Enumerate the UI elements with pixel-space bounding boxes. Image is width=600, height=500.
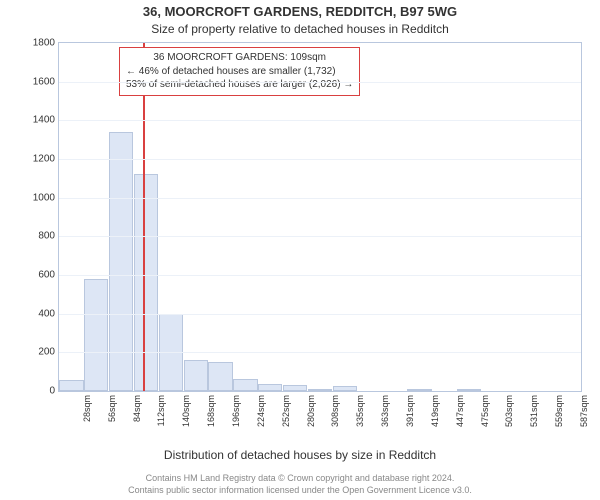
histogram-bar — [333, 386, 357, 391]
grid-line — [59, 352, 581, 353]
grid-line — [59, 159, 581, 160]
histogram-bar — [308, 389, 332, 391]
grid-line — [59, 236, 581, 237]
histogram-bar — [258, 384, 282, 391]
histogram-bar — [84, 279, 108, 391]
callout-line-2: ← 46% of detached houses are smaller (1,… — [126, 65, 353, 79]
x-tick-label: 503sqm — [504, 395, 514, 427]
grid-line — [59, 198, 581, 199]
histogram-bar — [59, 380, 83, 391]
x-tick-label: 28sqm — [82, 395, 92, 422]
y-tick-label: 1200 — [33, 154, 55, 165]
chart-container: { "header": { "title": "36, MOORCROFT GA… — [0, 0, 600, 500]
x-tick-label: 280sqm — [306, 395, 316, 427]
y-tick-label: 600 — [38, 270, 55, 281]
y-tick-label: 800 — [38, 231, 55, 242]
x-tick-label: 84sqm — [132, 395, 142, 422]
plot-area: 36 MOORCROFT GARDENS: 109sqm ← 46% of de… — [58, 42, 582, 392]
y-tick-label: 1800 — [33, 38, 55, 49]
x-tick-label: 196sqm — [231, 395, 241, 427]
callout-line-1: 36 MOORCROFT GARDENS: 109sqm — [126, 51, 353, 65]
x-tick-label: 363sqm — [380, 395, 390, 427]
y-tick-label: 1000 — [33, 192, 55, 203]
x-tick-label: 559sqm — [554, 395, 564, 427]
grid-line — [59, 82, 581, 83]
x-tick-label: 531sqm — [529, 395, 539, 427]
callout-line-3: 53% of semi-detached houses are larger (… — [126, 78, 353, 92]
y-tick-label: 1400 — [33, 115, 55, 126]
histogram-bar — [283, 385, 307, 391]
x-tick-label: 224sqm — [256, 395, 266, 427]
x-tick-label: 112sqm — [156, 395, 166, 426]
x-tick-label: 335sqm — [355, 395, 365, 427]
x-tick-label: 252sqm — [281, 395, 291, 427]
chart-title: 36, MOORCROFT GARDENS, REDDITCH, B97 5WG — [0, 4, 600, 19]
x-tick-label: 56sqm — [107, 395, 117, 422]
histogram-bar — [233, 379, 257, 391]
x-tick-label: 308sqm — [330, 395, 340, 427]
y-tick-label: 200 — [38, 347, 55, 358]
x-tick-label: 168sqm — [206, 395, 216, 427]
histogram-bar — [457, 389, 481, 391]
y-tick-label: 0 — [49, 386, 55, 397]
histogram-bar — [407, 389, 431, 391]
x-tick-label: 447sqm — [455, 395, 465, 427]
grid-line — [59, 120, 581, 121]
callout-box: 36 MOORCROFT GARDENS: 109sqm ← 46% of de… — [119, 47, 360, 96]
y-tick-label: 1600 — [33, 76, 55, 87]
x-tick-label: 475sqm — [480, 395, 490, 427]
x-tick-label: 391sqm — [405, 395, 415, 427]
histogram-bar — [134, 174, 158, 391]
grid-line — [59, 275, 581, 276]
x-tick-label: 419sqm — [430, 395, 440, 427]
x-tick-label: 587sqm — [579, 395, 589, 427]
footer-line-1: Contains HM Land Registry data © Crown c… — [0, 473, 600, 483]
chart-subtitle: Size of property relative to detached ho… — [0, 22, 600, 36]
histogram-bar — [208, 362, 232, 391]
x-tick-label: 140sqm — [181, 395, 191, 427]
x-axis-label: Distribution of detached houses by size … — [0, 448, 600, 462]
footer-line-2: Contains public sector information licen… — [0, 485, 600, 495]
y-tick-label: 400 — [38, 308, 55, 319]
histogram-bar — [184, 360, 208, 391]
grid-line — [59, 314, 581, 315]
